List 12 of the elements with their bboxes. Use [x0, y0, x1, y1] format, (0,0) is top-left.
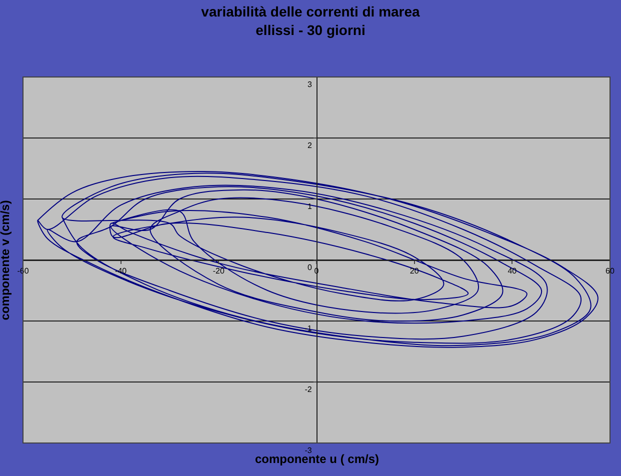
chart-subtitle: ellissi - 30 giorni [256, 22, 366, 38]
x-tick-label: 20 [410, 266, 420, 276]
y-tick-label: 3 [307, 80, 312, 89]
y-tick-label: -2 [304, 384, 312, 394]
y-tick-label: 2 [307, 140, 312, 150]
x-tick-label: 40 [508, 266, 518, 276]
y-tick-label: -3 [304, 446, 312, 455]
x-axis-title: componente u ( cm/s) [255, 452, 380, 466]
x-tick-label: 60 [606, 266, 615, 276]
y-axis-title: componente v (cm/s) [0, 200, 12, 320]
x-tick-label: -20 [212, 266, 225, 276]
chart-title: variabilità delle correnti di marea [201, 4, 420, 20]
